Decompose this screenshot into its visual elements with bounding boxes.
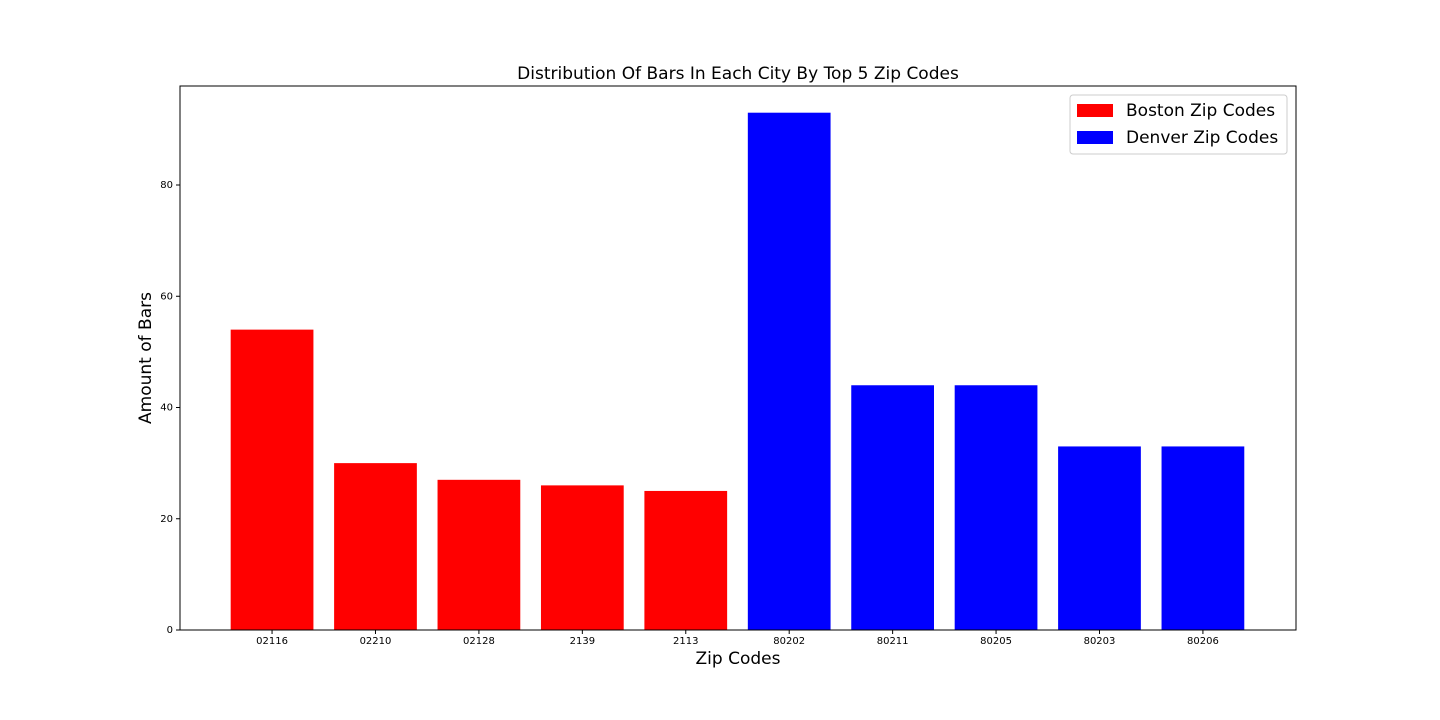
y-tick-label: 20: [160, 514, 173, 525]
x-tick-label: 2113: [673, 636, 698, 647]
bar: [230, 329, 314, 630]
legend-swatch: [1077, 104, 1113, 117]
legend-swatch: [1077, 131, 1113, 144]
chart-title: Distribution Of Bars In Each City By Top…: [517, 64, 959, 84]
x-axis-label: Zip Codes: [696, 649, 781, 669]
x-tick-label: 80211: [877, 636, 909, 647]
bar: [747, 112, 831, 630]
bar: [1058, 446, 1141, 630]
x-tick-label: 80205: [980, 636, 1012, 647]
plot-frame: [179, 85, 1297, 631]
x-tick-label: 80203: [1084, 636, 1116, 647]
bar: [644, 490, 728, 630]
x-tick-label: 02210: [360, 636, 392, 647]
y-tick-label: 0: [167, 625, 173, 636]
y-tick-label: 40: [160, 403, 173, 414]
bar: [954, 385, 1038, 630]
legend-label: Denver Zip Codes: [1126, 128, 1278, 148]
legend-label: Boston Zip Codes: [1126, 101, 1275, 121]
x-tick-label: 80202: [773, 636, 805, 647]
bar: [851, 385, 934, 630]
bar: [437, 479, 521, 630]
bar: [540, 485, 624, 630]
x-tick-label: 80206: [1187, 636, 1219, 647]
x-tick-label: 2139: [570, 636, 595, 647]
legend-box: [1069, 94, 1288, 155]
bar: [1161, 446, 1245, 630]
y-tick-label: 80: [160, 180, 173, 191]
y-tick-label: 60: [160, 291, 173, 302]
x-tick-label: 02116: [256, 636, 288, 647]
y-axis-label: Amount of Bars: [136, 292, 156, 424]
bar: [334, 463, 417, 630]
x-tick-label: 02128: [463, 636, 495, 647]
